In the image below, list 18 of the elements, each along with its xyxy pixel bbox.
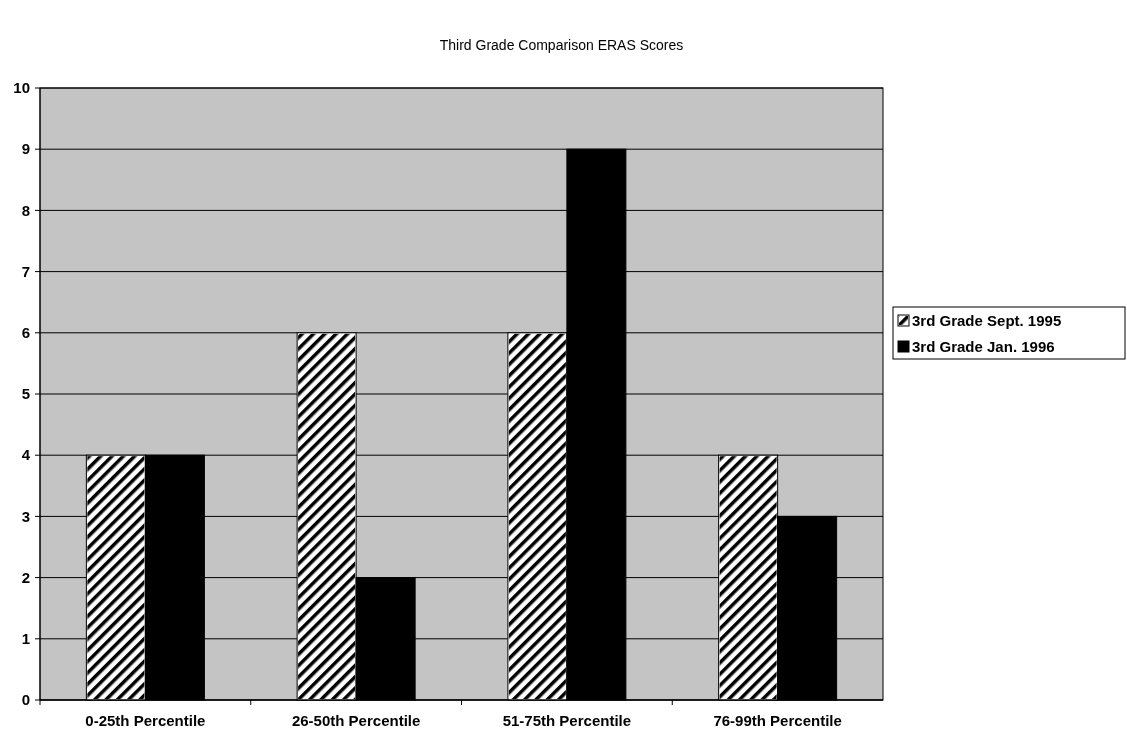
- y-tick-label: 4: [21, 446, 31, 464]
- x-tick-label: 51-75th Percentile: [502, 712, 632, 729]
- x-tick-label: 0-25th Percentile: [85, 712, 206, 729]
- legend-label: 3rd Grade Jan. 1996: [912, 338, 1055, 356]
- y-tick-label: 7: [21, 262, 30, 280]
- y-tick-label: 5: [21, 385, 30, 403]
- y-tick-label: 2: [21, 568, 30, 586]
- y-tick-label: 8: [21, 201, 30, 219]
- y-tick-label: 3: [21, 507, 30, 525]
- y-tick-label: 1: [21, 630, 30, 648]
- x-tick-label: 26-50th Percentile: [291, 712, 421, 729]
- y-tick-label: 10: [13, 79, 30, 97]
- y-tick-label: 0: [21, 691, 30, 709]
- y-tick-label: 9: [21, 140, 30, 158]
- chart-title: Third Grade Comparison ERAS Scores: [439, 37, 684, 53]
- y-tick-label: 6: [21, 324, 30, 342]
- legend-label: 3rd Grade Sept. 1995: [912, 312, 1062, 330]
- x-tick-label: 76-99th Percentile: [713, 712, 842, 729]
